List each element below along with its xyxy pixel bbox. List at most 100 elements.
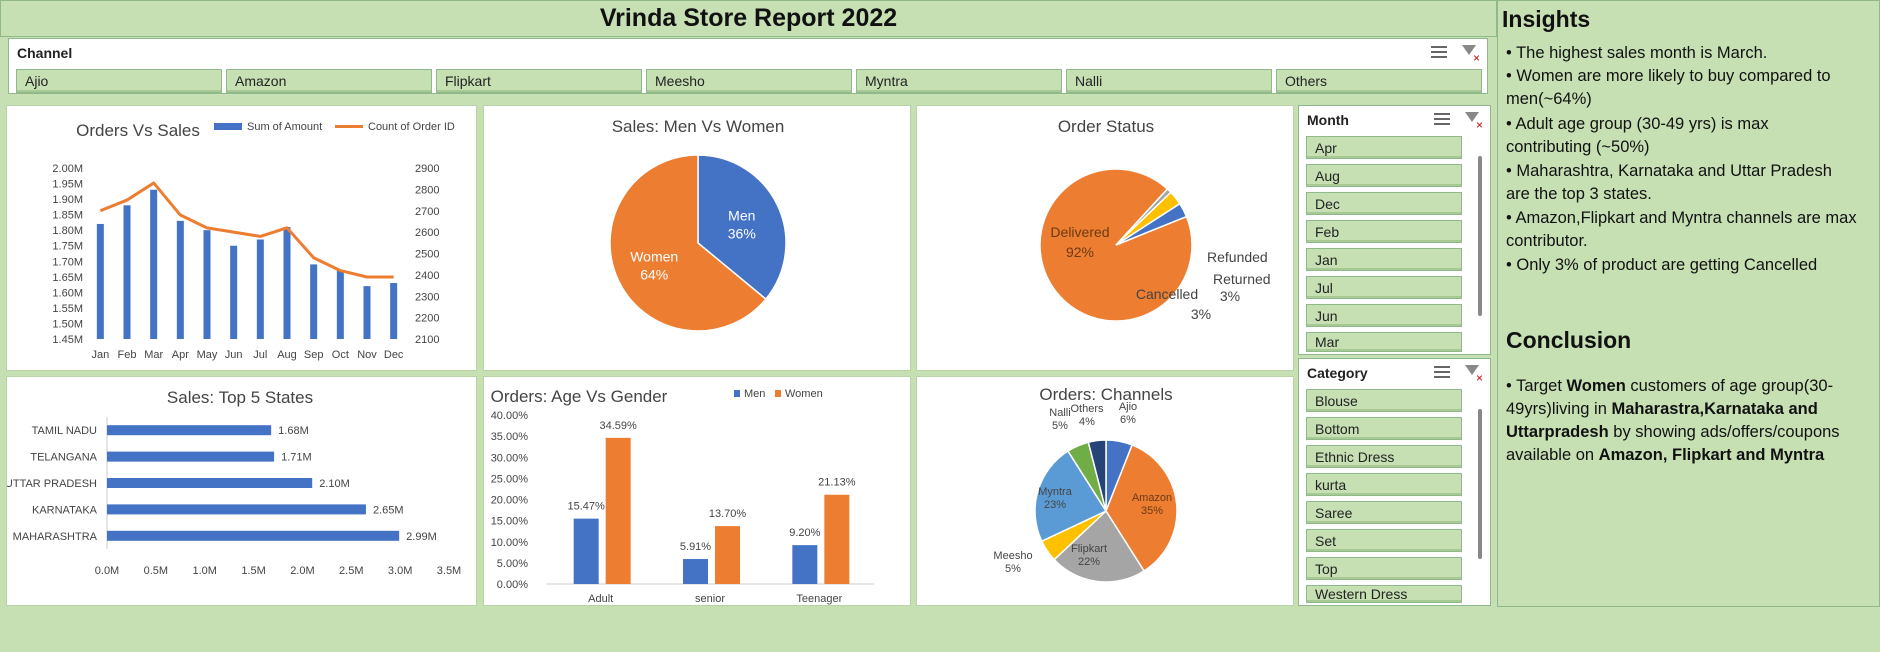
category-item[interactable]: kurta: [1306, 473, 1462, 496]
y-left-tick-label: 1.55M: [52, 303, 83, 315]
month-item[interactable]: Dec: [1306, 192, 1462, 215]
insight-line: • Amazon,Flipkart and Myntra channels ar…: [1506, 209, 1857, 227]
y-right-tick-label: 2800: [415, 184, 439, 196]
x-tick-label: Teenager: [796, 593, 842, 605]
insight-line: • Maharashtra, Karnataka and Uttar Prade…: [1506, 162, 1832, 180]
month-item[interactable]: Jan: [1306, 248, 1462, 271]
bar-amount: [310, 264, 318, 339]
channel-item-ajio[interactable]: Ajio: [16, 69, 222, 93]
category-slicer-tools: [1434, 364, 1483, 385]
x-tick-label: Jan: [91, 349, 109, 361]
bar-value-label: 5.91%: [680, 541, 711, 553]
age-vs-gender-chart: Orders: Age Vs Gender Men Women 0.00% 5.00% 1…: [491, 387, 874, 605]
x-tick-label: May: [197, 349, 218, 361]
month-slicer-tools: [1434, 111, 1483, 132]
bar-men: [792, 545, 818, 584]
conclusion-part: • Target: [1506, 377, 1567, 395]
pie-slice-flipkart: [1053, 509, 1146, 583]
conclusion-part: Amazon, Flipkart and Myntra: [1598, 446, 1825, 464]
x-tick-label: Dec: [384, 349, 404, 361]
category-item[interactable]: Bottom: [1306, 417, 1462, 440]
x-tick-label: 0.0M: [95, 565, 119, 577]
month-item[interactable]: Jun: [1306, 304, 1462, 327]
slice-label: Cancelled: [1136, 286, 1198, 302]
y-left-tick-label: 1.95M: [52, 179, 83, 191]
conclusion-text: • Target Women customers of age group(30…: [1506, 375, 1878, 467]
month-item[interactable]: Mar: [1306, 332, 1462, 352]
slice-label: Nalli: [1049, 407, 1070, 419]
multi-select-icon[interactable]: [1431, 44, 1447, 60]
channel-item-amazon[interactable]: Amazon: [226, 69, 432, 93]
top-states-chart: Sales: Top 5 States TAMIL NADU 1.68M TELANG…: [5, 388, 461, 577]
bar-state: [107, 504, 366, 515]
insight-line: are the top 3 states.: [1506, 185, 1652, 203]
state-label: TAMIL NADU: [32, 425, 97, 437]
channel-item-myntra[interactable]: Myntra: [856, 69, 1062, 93]
bar-amount: [96, 223, 104, 339]
bar-value-label: 15.47%: [568, 501, 606, 513]
category-item[interactable]: Western Dress: [1306, 585, 1462, 603]
y-left-tick-label: 2.00M: [52, 163, 83, 175]
bar-state: [107, 451, 275, 462]
channel-item-meesho[interactable]: Meesho: [646, 69, 852, 93]
conclusion-part: Maharastra,Karnataka and Uttarpradesh: [1506, 400, 1818, 441]
x-tick-label: Nov: [357, 349, 377, 361]
channel-item-others[interactable]: Others: [1276, 69, 1482, 93]
y-right-tick-label: 2400: [415, 270, 439, 282]
x-tick-label: Feb: [118, 349, 137, 361]
channel-item-nalli[interactable]: Nalli: [1066, 69, 1272, 93]
y-left-tick-label: 1.60M: [52, 287, 83, 299]
month-item[interactable]: Aug: [1306, 164, 1462, 187]
legend-label: Sum of Amount: [247, 121, 322, 133]
slice-label: Myntra: [1038, 486, 1073, 498]
legend-swatch-amount: [214, 123, 242, 130]
slice-value: 92%: [1066, 244, 1094, 260]
multi-select-icon[interactable]: [1434, 364, 1450, 380]
clear-filter-icon[interactable]: [1464, 111, 1483, 132]
multi-select-icon[interactable]: [1434, 111, 1450, 127]
category-item[interactable]: Top: [1306, 557, 1462, 580]
category-slicer-scrollbar[interactable]: [1478, 409, 1482, 559]
legend-swatch-women: [775, 390, 781, 397]
month-slicer: Month Apr Aug Dec Feb Jan Jul Jun Mar: [1298, 105, 1491, 355]
category-item[interactable]: Saree: [1306, 501, 1462, 524]
month-item[interactable]: Feb: [1306, 220, 1462, 243]
bar-men: [573, 518, 599, 584]
category-item[interactable]: Set: [1306, 529, 1462, 552]
category-item[interactable]: Blouse: [1306, 389, 1462, 412]
clear-filter-icon[interactable]: [1464, 364, 1483, 385]
bar-amount: [150, 189, 158, 339]
pie-slice-amazon: [1105, 444, 1178, 572]
bar-value-label: 2.10M: [319, 478, 350, 490]
y-right-tick-label: 2200: [415, 313, 439, 325]
category-item[interactable]: Ethnic Dress: [1306, 445, 1462, 468]
month-item[interactable]: Jul: [1306, 276, 1462, 299]
x-tick-label: Jun: [225, 349, 243, 361]
chart-title: Orders Vs Sales: [76, 121, 200, 140]
x-tick-label: 1.0M: [192, 565, 216, 577]
pie-slice-cancelled: [1115, 202, 1188, 246]
pie-slice-myntra: [1034, 450, 1108, 543]
clear-filter-icon[interactable]: [1461, 44, 1480, 65]
slice-value: 36%: [728, 225, 756, 241]
insight-line: • Only 3% of product are getting Cancell…: [1506, 256, 1818, 274]
insight-line: men(~64%): [1506, 90, 1592, 108]
month-slicer-scrollbar[interactable]: [1478, 156, 1482, 316]
x-tick-label: 3.0M: [388, 565, 412, 577]
conclusion-part: customers of age group(30-49yrs)living i…: [1506, 377, 1834, 418]
x-tick-label: Apr: [172, 349, 189, 361]
month-item[interactable]: Apr: [1306, 136, 1462, 159]
bar-value-label: 2.65M: [373, 504, 404, 516]
bar-amount: [203, 230, 211, 339]
bar-state: [107, 530, 400, 541]
slice-label: Refunded: [1207, 249, 1268, 265]
slice-label: Ajio: [1119, 401, 1137, 413]
pie-slice-men: [697, 154, 787, 301]
slice-label: Others: [1070, 403, 1104, 415]
y-left-tick-label: 1.85M: [52, 210, 83, 222]
channel-item-flipkart[interactable]: Flipkart: [436, 69, 642, 93]
y-right-tick-label: 2900: [415, 163, 439, 175]
legend-swatch-men: [734, 390, 740, 397]
insights-panel: Insights • The highest sales month is Ma…: [1497, 0, 1880, 607]
legend-label: Men: [744, 388, 765, 400]
